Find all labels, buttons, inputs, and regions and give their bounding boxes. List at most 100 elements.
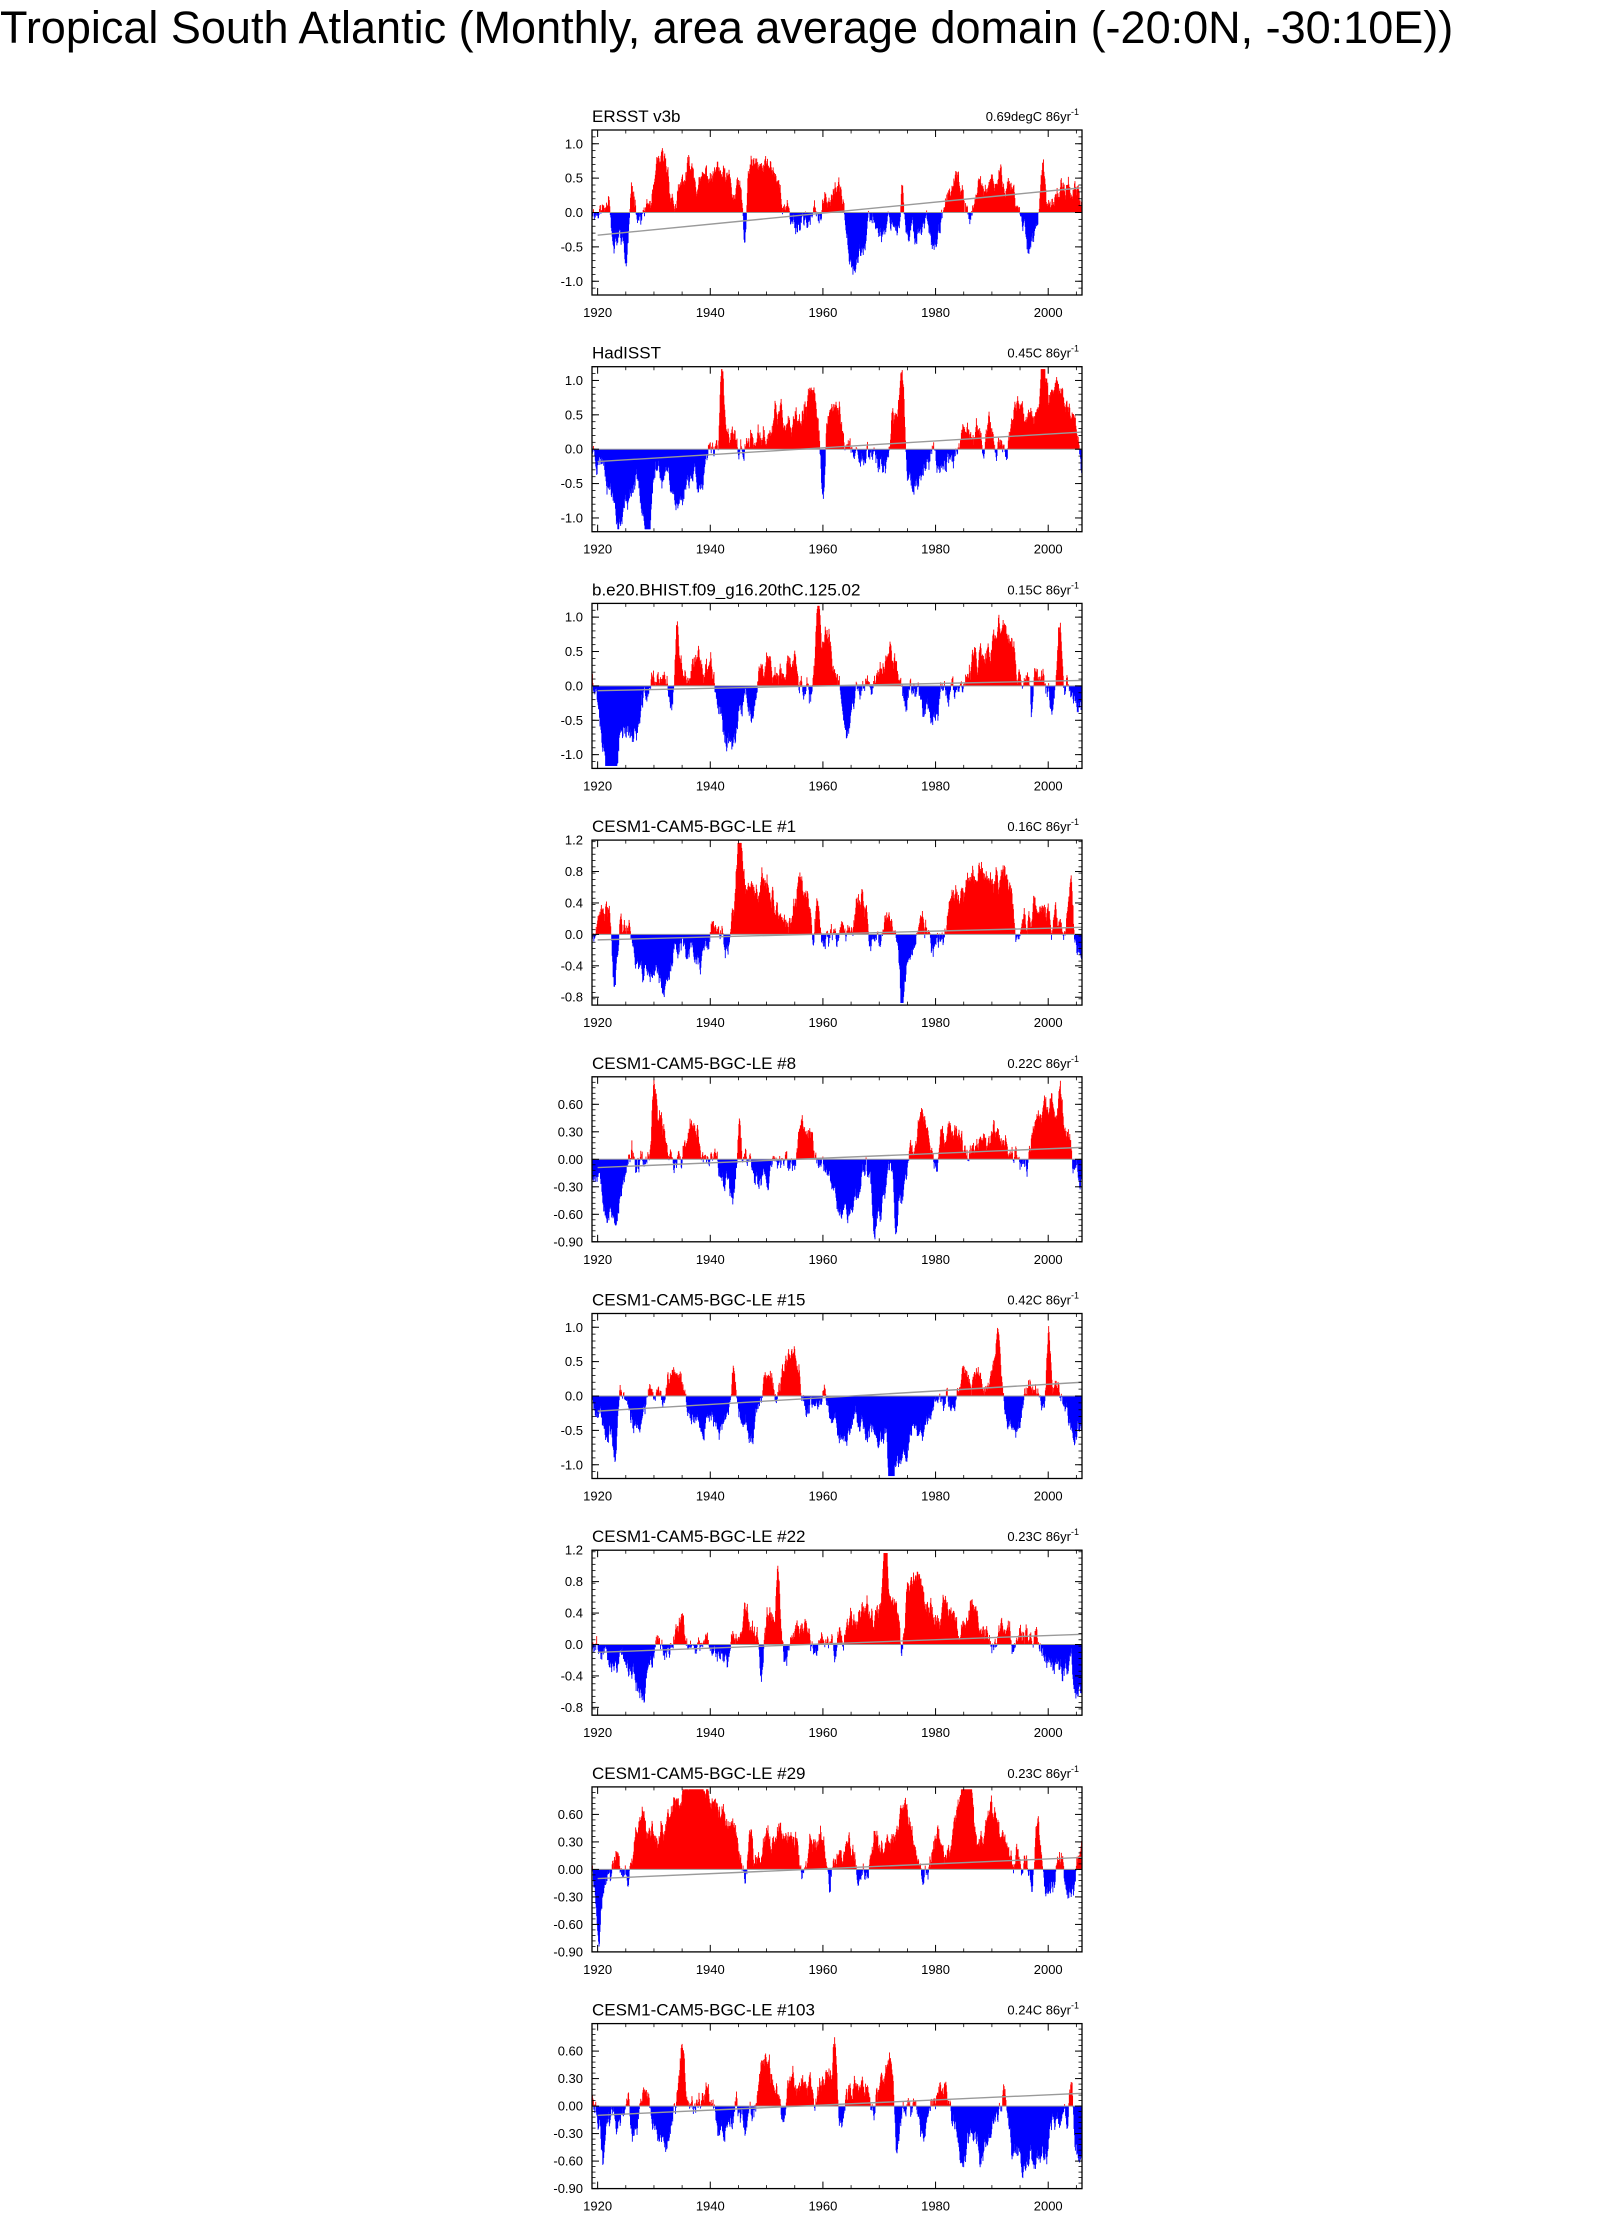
positive-anomaly-bar <box>657 672 659 686</box>
negative-anomaly-bar <box>625 449 627 502</box>
negative-anomaly-bar <box>603 685 605 749</box>
negative-anomaly-bar <box>908 934 910 960</box>
positive-anomaly-bar <box>965 880 967 935</box>
x-tick-label: 1980 <box>921 305 950 320</box>
negative-anomaly-bar <box>844 685 846 728</box>
positive-anomaly-bar <box>800 424 802 450</box>
positive-anomaly-bar <box>1044 907 1046 935</box>
negative-anomaly-bar <box>698 934 700 958</box>
positive-anomaly-bar <box>768 892 770 935</box>
positive-anomaly-bar <box>962 424 964 450</box>
negative-anomaly-bar <box>821 934 822 943</box>
positive-anomaly-bar <box>862 680 864 686</box>
positive-anomaly-bar <box>972 207 974 213</box>
positive-anomaly-bar <box>984 653 986 686</box>
negative-anomaly-bar <box>612 934 614 978</box>
negative-anomaly-bar <box>906 685 908 711</box>
positive-anomaly-bar <box>836 411 838 450</box>
negative-anomaly-bar <box>727 934 729 955</box>
panel-title: CESM1-CAM5-BGC-LE #1 <box>592 817 796 836</box>
negative-anomaly-bar <box>685 934 687 958</box>
negative-anomaly-bar <box>940 212 942 220</box>
negative-anomaly-bar <box>751 685 753 719</box>
positive-anomaly-bar <box>973 204 975 213</box>
positive-anomaly-bar <box>648 203 650 213</box>
positive-anomaly-bar <box>829 634 830 686</box>
negative-anomaly-bar <box>661 934 663 993</box>
positive-anomaly-bar <box>1035 412 1036 450</box>
positive-anomaly-bar <box>840 189 842 213</box>
negative-anomaly-bar <box>601 449 603 464</box>
negative-anomaly-bar <box>928 685 930 709</box>
positive-anomaly-bar <box>839 929 841 935</box>
positive-anomaly-bar <box>671 193 673 213</box>
negative-anomaly-bar <box>819 212 821 216</box>
negative-anomaly-bar <box>849 685 851 729</box>
positive-anomaly-bar <box>953 898 955 935</box>
negative-anomaly-bar <box>860 685 861 690</box>
positive-anomaly-bar <box>990 652 992 686</box>
positive-anomaly-bar <box>799 421 801 450</box>
negative-anomaly-bar <box>898 212 900 228</box>
negative-anomaly-bar <box>677 934 679 949</box>
positive-anomaly-bar <box>779 411 781 450</box>
negative-anomaly-bar <box>844 685 845 725</box>
positive-anomaly-bar <box>1073 414 1074 450</box>
positive-anomaly-bar <box>896 672 898 686</box>
positive-anomaly-bar <box>966 879 968 935</box>
positive-anomaly-bar <box>772 677 774 686</box>
positive-anomaly-bar <box>949 900 951 935</box>
positive-anomaly-bar <box>961 190 963 213</box>
negative-anomaly-bar <box>1047 685 1049 689</box>
positive-anomaly-bar <box>698 645 699 686</box>
negative-anomaly-bar <box>633 449 635 485</box>
positive-anomaly-bar <box>720 177 722 213</box>
positive-anomaly-bar <box>684 670 686 686</box>
positive-anomaly-bar <box>1057 384 1059 450</box>
negative-anomaly-bar <box>848 212 850 262</box>
negative-anomaly-bar <box>633 685 635 739</box>
positive-anomaly-bar <box>929 933 931 935</box>
positive-anomaly-bar <box>995 183 997 213</box>
positive-anomaly-bar <box>845 445 847 450</box>
positive-anomaly-bar <box>821 647 822 686</box>
positive-anomaly-bar <box>684 671 686 686</box>
positive-anomaly-bar <box>990 178 991 213</box>
positive-anomaly-bar <box>973 657 975 686</box>
negative-anomaly-bar <box>947 685 949 700</box>
y-tick-label: 1.0 <box>565 373 583 388</box>
positive-anomaly-bar <box>723 169 725 213</box>
positive-anomaly-bar <box>764 160 766 213</box>
positive-anomaly-bar <box>921 916 922 935</box>
positive-anomaly-bar <box>813 390 814 450</box>
positive-anomaly-bar <box>654 178 656 213</box>
positive-anomaly-bar <box>865 678 867 686</box>
positive-anomaly-bar <box>656 682 658 686</box>
negative-anomaly-bar <box>608 685 610 766</box>
negative-anomaly-bar <box>929 212 931 235</box>
positive-anomaly-bar <box>622 930 624 935</box>
positive-anomaly-bar <box>833 190 835 213</box>
negative-anomaly-bar <box>701 934 703 957</box>
positive-anomaly-bar <box>707 671 709 686</box>
negative-anomaly-bar <box>707 934 709 950</box>
positive-anomaly-bar <box>833 671 835 686</box>
positive-anomaly-bar <box>1015 410 1017 450</box>
negative-anomaly-bar <box>869 934 871 947</box>
positive-anomaly-bar <box>901 373 903 450</box>
negative-anomaly-bar <box>927 685 929 710</box>
negative-anomaly-bar <box>936 449 938 469</box>
positive-anomaly-bar <box>959 682 961 686</box>
negative-anomaly-bar <box>664 934 666 987</box>
positive-anomaly-bar <box>969 433 971 450</box>
negative-anomaly-bar <box>937 212 939 225</box>
positive-anomaly-bar <box>981 861 982 935</box>
positive-anomaly-bar <box>873 681 875 686</box>
positive-anomaly-bar <box>745 446 747 450</box>
positive-anomaly-bar <box>662 150 664 213</box>
negative-anomaly-bar <box>884 449 886 474</box>
negative-anomaly-bar <box>1021 212 1023 222</box>
positive-anomaly-bar <box>784 429 786 450</box>
positive-anomaly-bar <box>973 880 975 935</box>
negative-anomaly-bar <box>724 685 726 737</box>
